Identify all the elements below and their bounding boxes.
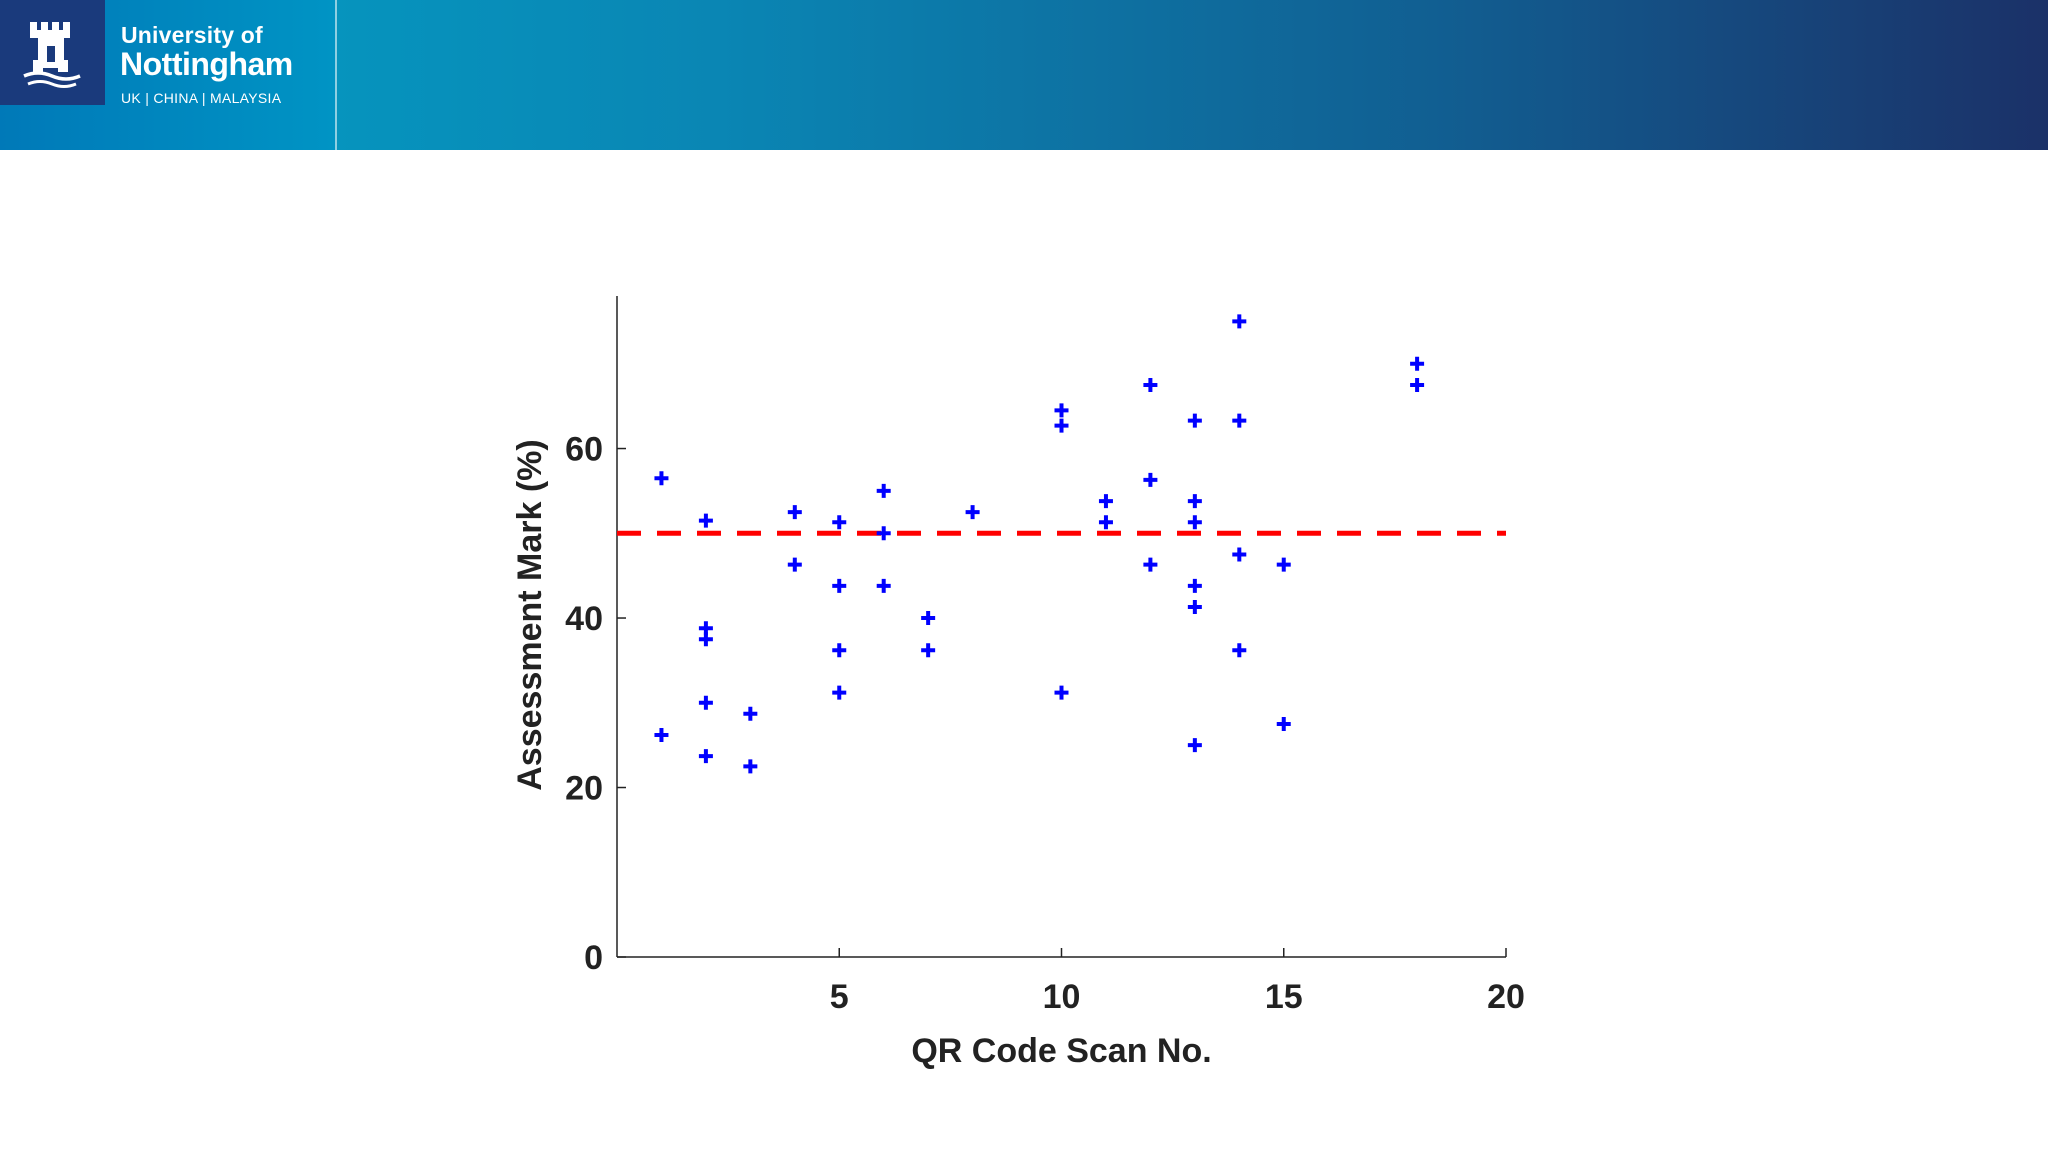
- data-point: [921, 643, 936, 658]
- logo-line-campuses: UK | CHINA | MALAYSIA: [121, 90, 282, 106]
- data-point: [832, 578, 847, 593]
- data-point: [1187, 515, 1202, 530]
- y-tick-label: 0: [584, 939, 603, 977]
- castle-crest-icon: [0, 0, 105, 105]
- data-point: [698, 749, 713, 764]
- data-point: [832, 643, 847, 658]
- data-point: [1232, 643, 1247, 658]
- data-point: [1187, 600, 1202, 615]
- data-point: [787, 557, 802, 572]
- data-point: [1098, 515, 1113, 530]
- x-tick-label: 15: [1265, 978, 1303, 1016]
- data-point: [1054, 403, 1069, 418]
- data-point: [876, 526, 891, 541]
- y-tick-label: 20: [565, 770, 603, 808]
- data-point: [787, 505, 802, 520]
- chart-axes: [616, 296, 1506, 958]
- data-point: [1187, 413, 1202, 428]
- data-point: [1410, 377, 1425, 392]
- data-points: [654, 314, 1425, 774]
- data-point: [1232, 547, 1247, 562]
- data-point: [876, 578, 891, 593]
- x-tick-label: 10: [1043, 978, 1081, 1016]
- logo-line-nottingham: Nottingham: [120, 46, 293, 82]
- data-point: [1187, 578, 1202, 593]
- data-point: [832, 685, 847, 700]
- data-point: [743, 759, 758, 774]
- x-tick-label: 5: [830, 978, 849, 1016]
- data-point: [1232, 413, 1247, 428]
- chart-ticks: 5 10 15 20 0 20 40 60: [565, 431, 1525, 1016]
- logo-line-university-of: University of: [121, 22, 263, 48]
- data-point: [1143, 557, 1158, 572]
- slide-header-banner: University of Nottingham UK | CHINA | MA…: [0, 0, 2048, 150]
- data-point: [1054, 685, 1069, 700]
- y-tick-label: 40: [565, 600, 603, 638]
- data-point: [743, 706, 758, 721]
- data-point: [698, 632, 713, 647]
- data-point: [1143, 377, 1158, 392]
- x-axis-title: QR Code Scan No.: [911, 1032, 1211, 1070]
- data-point: [1232, 314, 1247, 329]
- data-point: [698, 695, 713, 710]
- data-point: [1276, 716, 1291, 731]
- data-point: [654, 727, 669, 742]
- data-point: [1143, 472, 1158, 487]
- x-tick-label: 20: [1487, 978, 1525, 1016]
- data-point: [1276, 557, 1291, 572]
- data-point: [1410, 356, 1425, 371]
- data-point: [1187, 738, 1202, 753]
- data-point: [921, 611, 936, 626]
- university-logo: University of Nottingham UK | CHINA | MA…: [0, 0, 335, 150]
- data-point: [1187, 494, 1202, 509]
- data-point: [698, 513, 713, 528]
- data-point: [876, 483, 891, 498]
- logo-divider: [335, 0, 337, 150]
- data-point: [965, 505, 980, 520]
- data-point: [1098, 494, 1113, 509]
- data-point: [654, 471, 669, 486]
- data-point: [832, 515, 847, 530]
- y-axis-title: Assessment Mark (%): [511, 439, 549, 790]
- data-point: [1054, 418, 1069, 433]
- y-tick-label: 60: [565, 431, 603, 469]
